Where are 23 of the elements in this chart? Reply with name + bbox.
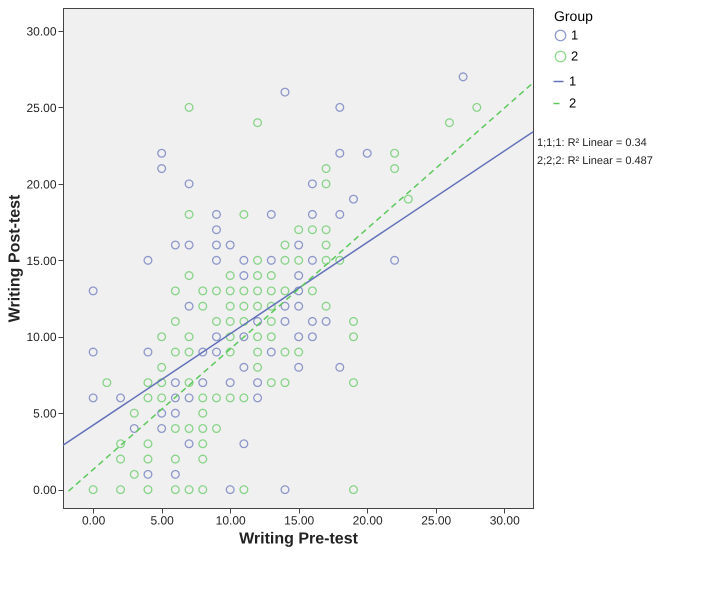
x-tick-label: 20.00	[352, 514, 384, 528]
legend-label: 1	[571, 28, 578, 42]
y-tick-label: 20.00	[26, 177, 57, 192]
x-tick-label: 10.00	[216, 514, 246, 528]
y-tick-label: 0.00	[33, 483, 57, 498]
x-axis-title: Writing Pre-test	[239, 530, 359, 548]
x-tick-label: 0.00	[82, 514, 106, 528]
y-tick-label: 5.00	[33, 406, 57, 421]
text: 2;2;2: R² Linear = 0.487	[537, 155, 653, 167]
x-tick-label: 30.00	[490, 514, 520, 528]
x-tick-label: 5.00	[150, 514, 174, 528]
text: 1;1;1: R² Linear = 0.34	[537, 137, 647, 149]
y-tick-label: 25.00	[26, 100, 57, 115]
legend-label: 1	[569, 74, 576, 88]
x-tick-label: 25.00	[421, 514, 452, 528]
y-tick-label: 30.00	[26, 24, 57, 38]
y-axis-title: Writing Post-test	[6, 194, 24, 322]
y-tick-label: 10.00	[26, 330, 57, 344]
legend-label: 2	[569, 96, 576, 110]
x-tick-label: 15.00	[284, 514, 315, 528]
y-tick-label: 15.00	[26, 254, 57, 268]
legend-title: Group	[554, 8, 594, 24]
legend-label: 2	[571, 48, 578, 64]
